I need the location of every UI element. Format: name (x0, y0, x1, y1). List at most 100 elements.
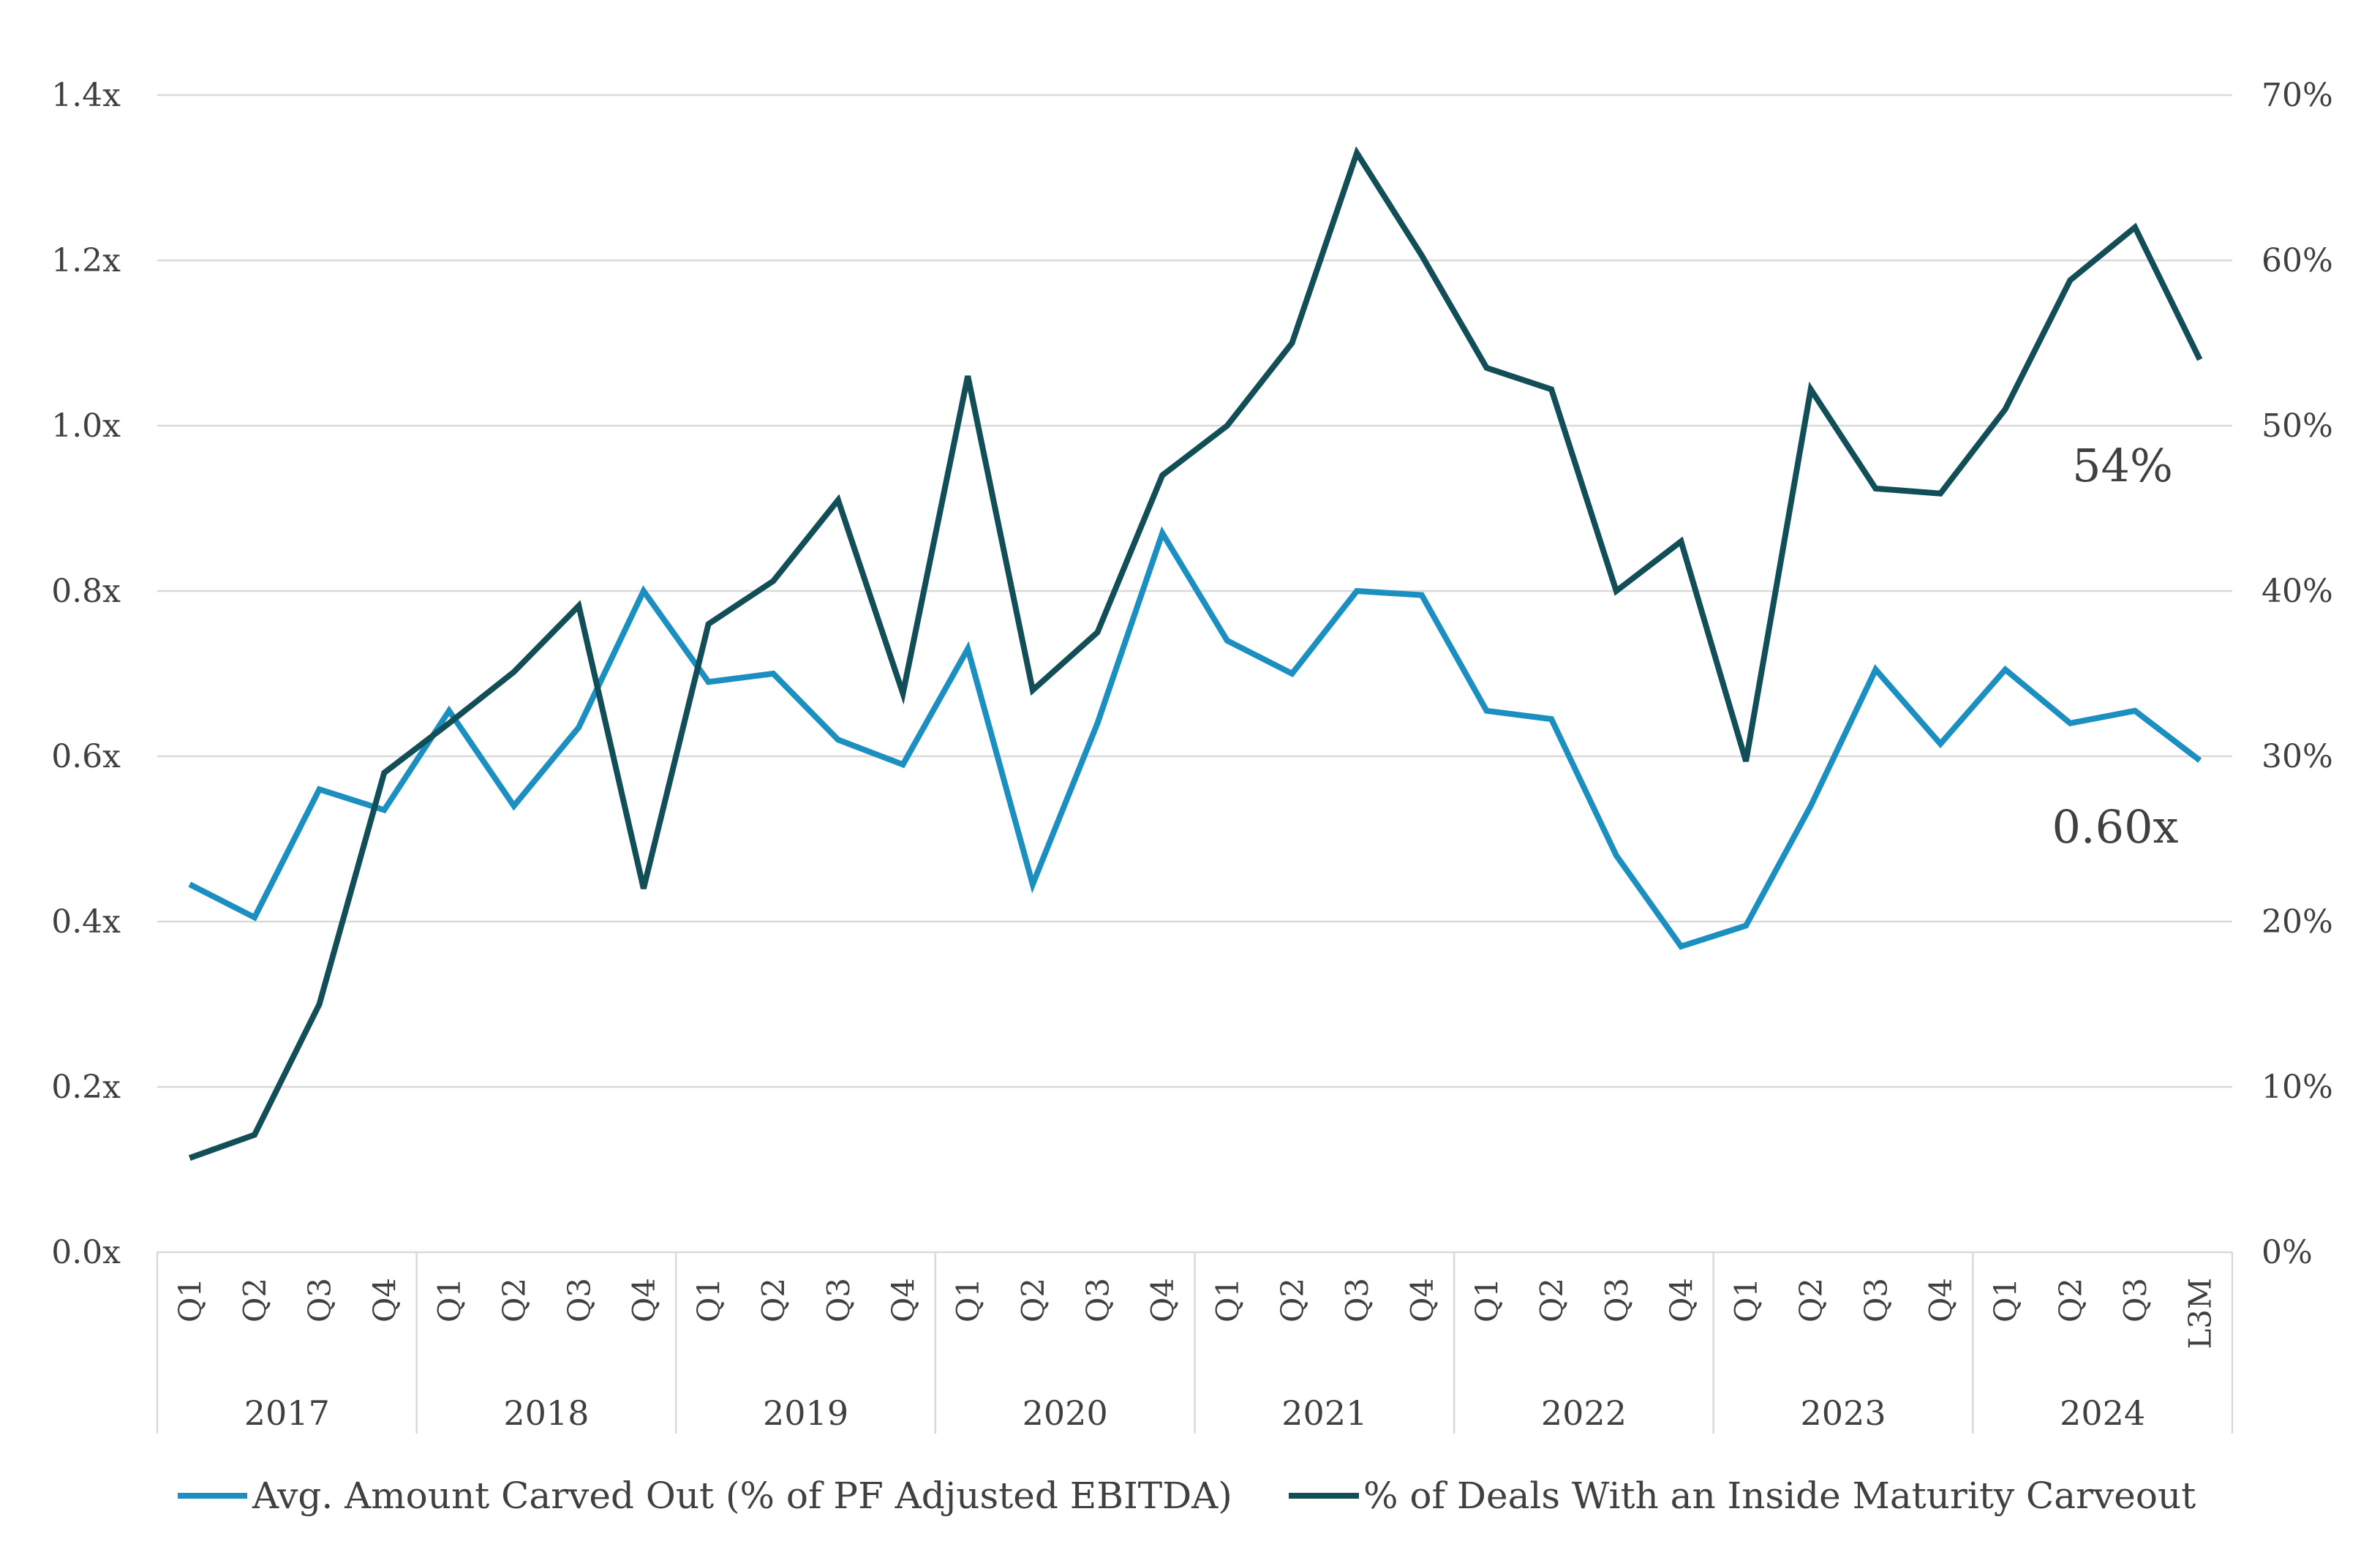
data-point (576, 603, 581, 609)
data-point (900, 761, 906, 767)
y-right-tick-label: 0% (2262, 1234, 2313, 1271)
x-tick-label: Q1 (1728, 1278, 1764, 1322)
data-point (446, 708, 452, 714)
data-point (1289, 340, 1295, 346)
series-line-pct-deals-inside-maturity (188, 146, 2203, 1161)
x-tick-label: Q4 (886, 1278, 922, 1322)
data-point (1678, 944, 1684, 949)
data-point (1872, 486, 1878, 492)
y-left-tick-label: 0.8x (51, 573, 121, 610)
x-tick-label: Q1 (1988, 1278, 2024, 1322)
data-point (1483, 708, 1489, 714)
x-tick-label: Q2 (1015, 1278, 1051, 1322)
data-point (187, 881, 192, 887)
data-point (1095, 630, 1101, 636)
data-point (1483, 365, 1489, 371)
x-tick-label: Q3 (2117, 1278, 2153, 1322)
data-point (2003, 406, 2008, 412)
data-point (2067, 277, 2073, 283)
data-point (1354, 150, 1360, 156)
data-point (381, 770, 387, 776)
data-point (2067, 720, 2073, 726)
data-point (770, 671, 776, 677)
x-tick-label: Q3 (1339, 1278, 1375, 1322)
data-point (1030, 688, 1036, 693)
data-point (1224, 638, 1230, 644)
labels: 0.60x 54% (2052, 439, 2178, 854)
y-left-tick-label: 1.2x (51, 242, 121, 279)
data-point (1419, 592, 1425, 598)
data-point (187, 1155, 192, 1161)
axes: 0.0x 0.2x 0.4x 0.6x 0.8x 1.0x 1.2x 1.4x 0% 10% 20%… (51, 77, 2333, 1434)
x-tick-label: Q4 (366, 1278, 402, 1322)
x-year-label: 2020 (1023, 1393, 1108, 1433)
x-tick-label: Q3 (821, 1278, 856, 1322)
y-right-tick-label: 70% (2262, 77, 2333, 114)
x-tick-label: Q1 (691, 1278, 727, 1322)
y-left-tick-label: 0.2x (51, 1069, 121, 1106)
x-tick-label: Q3 (561, 1278, 597, 1322)
x-tick-label: Q2 (1793, 1278, 1829, 1322)
x-tick-label: Q1 (950, 1278, 986, 1322)
data-point (900, 690, 906, 696)
x-year-label: 2024 (2060, 1393, 2145, 1433)
data-point (835, 497, 841, 503)
data-point (2003, 666, 2008, 672)
x-tick-label: Q2 (1274, 1278, 1310, 1322)
x-year-label: 2019 (763, 1393, 848, 1433)
x-tick-label: Q1 (172, 1278, 208, 1322)
x-tick-label: Q4 (1404, 1278, 1440, 1322)
x-tick-label: Q2 (497, 1278, 532, 1322)
data-point (641, 886, 647, 892)
y-left-tick-label: 1.0x (51, 407, 121, 445)
data-point (965, 646, 971, 652)
y-left-tick-label: 0.4x (51, 903, 121, 941)
data-point (1937, 741, 1943, 747)
x-year-label: 2021 (1281, 1393, 1367, 1433)
y-right-tick-label: 50% (2262, 407, 2333, 445)
data-point (1808, 386, 1814, 392)
legend: Avg. Amount Carved Out (% of PF Adjusted… (178, 1475, 2196, 1517)
data-point (2197, 758, 2203, 764)
data-point (446, 720, 452, 726)
x-tick-label: Q2 (237, 1278, 273, 1322)
x-year-label: 2018 (503, 1393, 589, 1433)
data-point (2197, 357, 2203, 363)
y-right-tick-label: 30% (2262, 738, 2333, 775)
data-point (706, 621, 712, 627)
legend-label: Avg. Amount Carved Out (% of PF Adjusted… (252, 1475, 1232, 1517)
x-tick-label: Q3 (1599, 1278, 1635, 1322)
x-tick-label: Q3 (1858, 1278, 1894, 1322)
y-left-tick-label: 0.0x (51, 1234, 121, 1271)
data-point (1743, 758, 1749, 764)
data-point (1548, 386, 1554, 392)
data-point (381, 807, 387, 813)
x-year-label: 2022 (1541, 1393, 1627, 1433)
data-point (1224, 423, 1230, 429)
data-point (576, 724, 581, 730)
y-left-tick-label: 0.6x (51, 738, 121, 775)
y-right-tick-label: 60% (2262, 242, 2333, 279)
data-point (965, 373, 971, 379)
data-point (1159, 472, 1165, 478)
data-point (1548, 716, 1554, 722)
x-tick-label: Q3 (302, 1278, 338, 1322)
data-point (317, 1001, 323, 1007)
x-tick-label: Q1 (432, 1278, 467, 1322)
data-point (1872, 666, 1878, 672)
y-left-tick-label: 1.4x (51, 77, 121, 114)
x-tick-label: Q2 (2052, 1278, 2088, 1322)
data-point (1419, 252, 1425, 258)
x-tick-label: Q1 (1469, 1278, 1505, 1322)
data-point (1030, 881, 1036, 887)
data-point (1613, 588, 1619, 594)
x-tick-label: Q4 (1145, 1278, 1180, 1322)
y-right-tick-label: 40% (2262, 573, 2333, 610)
data-point (1937, 491, 1943, 497)
y-right-tick-label: 10% (2262, 1069, 2333, 1106)
x-tick-label: Q1 (1210, 1278, 1246, 1322)
data-point (1808, 803, 1814, 809)
x-tick-label: Q3 (1080, 1278, 1116, 1322)
legend-label: % of Deals With an Inside Maturity Carve… (1363, 1475, 2196, 1517)
